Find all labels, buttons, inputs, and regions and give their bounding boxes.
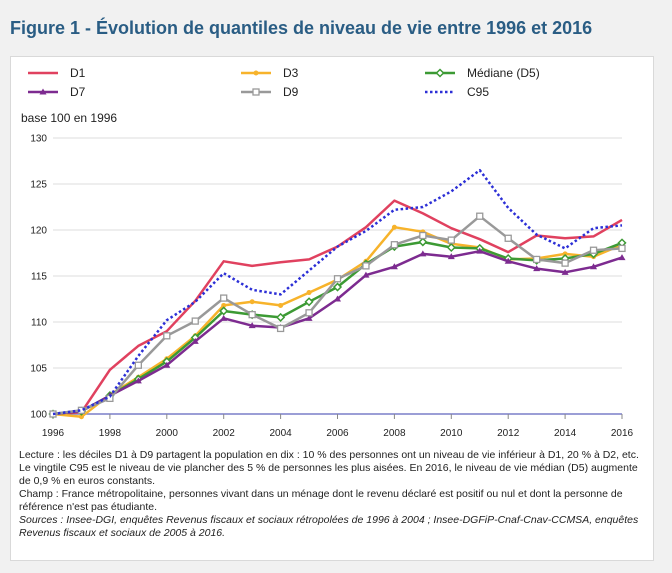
- x-tick-label: 2016: [611, 428, 634, 439]
- y-tick-label: 100: [30, 410, 47, 421]
- data-point-d9: [534, 256, 540, 262]
- data-point-d9: [335, 276, 341, 282]
- data-point-d9: [221, 295, 227, 301]
- data-point-d9: [135, 362, 141, 368]
- data-point-d3: [278, 303, 283, 308]
- x-tick-label: 1996: [42, 428, 65, 439]
- y-tick-label: 130: [30, 134, 47, 145]
- data-point-d9: [505, 235, 511, 241]
- data-point-d9: [619, 245, 625, 251]
- y-tick-label: 110: [31, 318, 47, 329]
- x-tick-label: 2008: [383, 428, 406, 439]
- data-point-d3: [392, 225, 397, 230]
- data-point-d9: [477, 213, 483, 219]
- data-point-d9: [249, 312, 255, 318]
- series-d7: [50, 248, 626, 417]
- series-d9: [50, 213, 625, 417]
- x-tick-label: 2014: [554, 428, 577, 439]
- chart-card: D1 D3 Médiane (D5) D7 D9 C95 base 100 en 1996…: [10, 56, 654, 561]
- x-tick-label: 2012: [497, 428, 520, 439]
- data-point-d3: [307, 290, 312, 295]
- data-point-d9: [448, 237, 454, 243]
- figure-title: Figure 1 - Évolution de quantiles de niv…: [10, 18, 592, 39]
- data-point-d9: [278, 325, 284, 331]
- data-point-d3: [250, 299, 255, 304]
- data-point-d9: [562, 260, 568, 266]
- x-tick-label: 2006: [326, 428, 349, 439]
- data-point-d9: [363, 263, 369, 269]
- data-point-d9: [164, 333, 170, 339]
- y-tick-label: 125: [30, 180, 47, 191]
- data-point-d9: [391, 242, 397, 248]
- note-sources: Sources : Insee-DGI, enquêtes Revenus fi…: [19, 514, 639, 540]
- note-champ: Champ : France métropolitaine, personnes…: [19, 488, 639, 514]
- x-tick-label: 2002: [213, 428, 236, 439]
- x-tick-label: 2000: [156, 428, 179, 439]
- data-point-d9: [591, 247, 597, 253]
- x-tick-label: 2010: [440, 428, 463, 439]
- data-point-d9: [420, 233, 426, 239]
- figure-notes: Lecture : les déciles D1 à D9 partagent …: [19, 449, 639, 540]
- y-tick-label: 105: [30, 364, 47, 375]
- x-tick-label: 1998: [99, 428, 122, 439]
- note-lecture: Lecture : les déciles D1 à D9 partagent …: [19, 449, 639, 488]
- data-point-d9: [306, 310, 312, 316]
- series-m-diane-d5: [50, 238, 626, 417]
- y-tick-label: 120: [30, 226, 47, 237]
- x-tick-label: 2004: [269, 428, 292, 439]
- data-point-m-diane-d5: [419, 238, 426, 245]
- line-chart: 100 105 110 115 120 125 130 1996 1998 2000 2002 200…: [11, 57, 651, 447]
- data-point-d9: [192, 318, 198, 324]
- y-tick-label: 115: [31, 272, 47, 283]
